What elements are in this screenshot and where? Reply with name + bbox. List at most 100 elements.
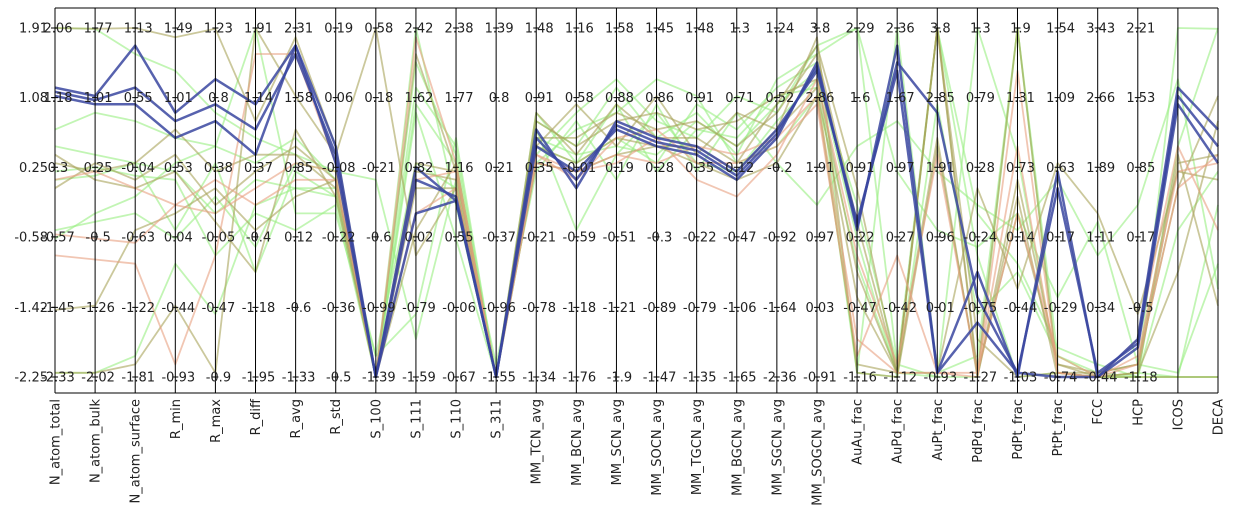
axis-name-label: PdPd_frac: [971, 399, 986, 463]
axis-tick-value: 1.31: [1006, 91, 1035, 106]
axis-tick-value: -0.79: [402, 301, 436, 316]
axis-tick-value: -0.44: [1004, 301, 1038, 316]
axis-tick-value: -1.18: [563, 301, 597, 316]
axis-tick-value: -1.64: [763, 301, 797, 316]
y-tick-label: 1.91: [19, 22, 48, 37]
axis-tick-value: -0.5: [1128, 301, 1153, 316]
axis-tick-value: -1.33: [282, 371, 316, 386]
axis-tick-value: -0.44: [161, 301, 195, 316]
axis-name-label: FCC: [1091, 399, 1106, 425]
axis-tick-value: -0.99: [362, 301, 396, 316]
axis-name-label: PtPt_frac: [1051, 399, 1066, 456]
axis-tick-value: 1.16: [445, 161, 474, 176]
axis-tick-value: 0.35: [685, 161, 714, 176]
axis-tick-value: -0.93: [161, 371, 195, 386]
axis-tick-value: 1.3: [729, 22, 750, 37]
axis-name-label: DECA: [1212, 399, 1227, 435]
axis-tick-value: 0.55: [124, 91, 153, 106]
axis-tick-value: -1.47: [643, 371, 677, 386]
axis-tick-value: 0.79: [966, 91, 995, 106]
axis-tick-value: -0.36: [322, 301, 356, 316]
axis-name-label: N_atom_surface: [129, 399, 144, 503]
axis-tick-value: 1.6: [850, 91, 871, 106]
axis-tick-value: -1.03: [1004, 371, 1038, 386]
axis-tick-value: 0.12: [725, 161, 754, 176]
y-tick-label: -1.42: [14, 301, 48, 316]
axis-tick-value: 0.04: [164, 230, 193, 245]
axis-tick-value: -0.59: [563, 230, 597, 245]
axis-tick-value: -0.4: [246, 230, 271, 245]
axis-tick-value: -1.16: [843, 371, 877, 386]
axis-tick-value: 0.22: [846, 230, 875, 245]
axis-tick-value: -0.29: [1044, 301, 1078, 316]
axis-name-label: AuPt_frac: [931, 399, 946, 461]
axis-tick-value: 1.39: [485, 22, 514, 37]
axis-tick-value: 0.85: [284, 161, 313, 176]
axis-tick-value: -1.12: [883, 371, 917, 386]
axis-tick-value: 0.35: [525, 161, 554, 176]
axis-name-label: PdPt_frac: [1011, 399, 1026, 460]
axis-tick-value: 1.54: [1046, 22, 1075, 37]
axis-tick-value: -1.55: [482, 371, 516, 386]
axis-name-label: MM_BGCN_avg: [730, 399, 745, 496]
axis-tick-value: 1.3: [970, 22, 991, 37]
axis-tick-value: 0.97: [886, 161, 915, 176]
axis-lines: [54, 8, 1219, 393]
axis-tick-value: -1.26: [81, 301, 115, 316]
axis-tick-value: -0.47: [843, 301, 877, 316]
axis-tick-value: -1.21: [603, 301, 637, 316]
axis-tick-value: 0.58: [565, 91, 594, 106]
axis-tick-value: 2.29: [846, 22, 875, 37]
axis-name-label: S_111: [409, 399, 424, 439]
axis-value-labels: 2.06 1.18 0.3 -0.57 -1.45 -2.33 1.77 1.01 0.25 -0…: [41, 22, 1157, 386]
axis-name-label: MM_SCN_avg: [610, 399, 625, 485]
axis-tick-value: 0.3: [48, 161, 69, 176]
axis-name-label: S_311: [490, 399, 505, 439]
axis-tick-value: -0.51: [603, 230, 637, 245]
axis-name-label: AuPd_frac: [891, 399, 906, 464]
axis-tick-value: 3.43: [1086, 22, 1115, 37]
axis-name-label: MM_TCN_avg: [530, 399, 545, 484]
axis-tick-value: 1.11: [1086, 230, 1115, 245]
y-tick-label: 1.08: [19, 91, 48, 106]
axis-tick-value: -0.06: [442, 301, 476, 316]
y-tick-labels: 1.91 1.08 0.25 -0.58 -1.42 -2.25: [14, 22, 55, 386]
axis-tick-value: -0.93: [923, 371, 957, 386]
axis-name-label: MM_BCN_avg: [570, 399, 585, 486]
axis-name-label: S_100: [369, 399, 384, 439]
axis-name-label: R_avg: [289, 399, 304, 438]
axis-tick-value: 0.17: [1046, 230, 1075, 245]
axis-tick-value: -0.37: [482, 230, 516, 245]
axis-tick-value: 1.14: [244, 91, 273, 106]
axis-tick-value: -0.6: [366, 230, 391, 245]
axis-tick-value: 0.06: [324, 91, 353, 106]
axis-tick-value: -0.9: [206, 371, 231, 386]
axis-tick-value: -1.9: [607, 371, 632, 386]
axis-tick-value: 0.52: [765, 91, 794, 106]
series-lines: [54, 27, 1220, 379]
axis-tick-value: 1.62: [404, 91, 433, 106]
axis-name-label: MM_SGCN_avg: [770, 399, 785, 495]
axis-tick-value: -0.92: [763, 230, 797, 245]
axis-tick-value: 0.8: [208, 91, 229, 106]
axis-tick-value: -1.45: [41, 301, 75, 316]
series-line: [54, 95, 1219, 378]
axis-name-label: R_diff: [249, 398, 264, 435]
axis-tick-value: 0.18: [364, 91, 393, 106]
axis-tick-value: 1.49: [164, 22, 193, 37]
axis-tick-value: 1.67: [886, 91, 915, 106]
axis-tick-value: 0.14: [1006, 230, 1035, 245]
axis-tick-value: 3.8: [930, 22, 951, 37]
axis-tick-value: -0.24: [964, 230, 998, 245]
axis-tick-value: -2.36: [763, 371, 797, 386]
axis-tick-value: 1.23: [204, 22, 233, 37]
axis-tick-value: 1.01: [164, 91, 193, 106]
axis-tick-value: -1.22: [121, 301, 155, 316]
axis-tick-value: -0.67: [442, 371, 476, 386]
series-line: [54, 36, 1219, 378]
axis-name-label: AuAu_frac: [851, 399, 866, 465]
axis-tick-value: -1.35: [683, 371, 717, 386]
axis-tick-value: -0.21: [362, 161, 396, 176]
axis-tick-value: 0.12: [284, 230, 313, 245]
axis-tick-value: 1.9: [1010, 22, 1031, 37]
